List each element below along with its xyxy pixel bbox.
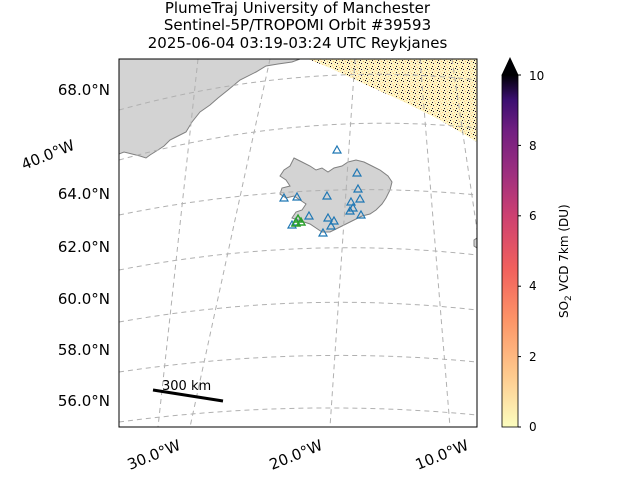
- lat-label-56: 56.0°N: [58, 392, 110, 410]
- colorbar-tick-label: 2: [529, 350, 537, 364]
- colorbar-tick-label: 10: [529, 69, 544, 83]
- volcano-marker: [322, 212, 334, 222]
- title-line-2: Sentinel-5P/TROPOMI Orbit #39593: [163, 16, 432, 34]
- europe-landmass: [473, 237, 477, 249]
- scale-bar-label: 300 km: [162, 379, 211, 394]
- volcano-marker: [321, 190, 333, 200]
- volcano-marker: [325, 220, 337, 230]
- lat-label-58: 58.0°N: [58, 341, 110, 359]
- lat-label-62: 62.0°N: [58, 238, 110, 256]
- lat-label-68: 68.0°N: [58, 81, 110, 99]
- volcano-markers: [278, 144, 367, 237]
- volcano-marker: [354, 193, 366, 203]
- colorbar-tick-label: 8: [529, 139, 537, 153]
- active-volcano-marker: [295, 216, 307, 226]
- volcano-marker: [351, 167, 363, 177]
- volcano-marker: [345, 196, 357, 206]
- colorbar-tick-label: 4: [529, 279, 537, 293]
- lat-label-60: 60.0°N: [58, 290, 110, 308]
- volcano-marker: [355, 209, 367, 219]
- lon-label-40w: 40.0°W: [19, 136, 78, 174]
- volcano-marker: [328, 215, 340, 225]
- lon-label-20w: 20.0°W: [267, 436, 326, 474]
- volcano-marker: [347, 202, 359, 212]
- volcano-marker: [344, 205, 356, 215]
- colorbar-tick-label: 0: [529, 420, 537, 434]
- volcano-marker: [352, 183, 364, 193]
- volcano-marker: [278, 192, 290, 202]
- lon-label-10w: 10.0°W: [413, 436, 472, 474]
- volcano-marker: [317, 227, 329, 237]
- graticule: [119, 59, 477, 427]
- so2-swath: [308, 59, 477, 142]
- volcano-marker: [303, 210, 315, 220]
- lon-label-30w: 30.0°W: [125, 436, 184, 474]
- lat-label-64: 64.0°N: [58, 185, 110, 203]
- scale-bar: [152, 388, 224, 403]
- active-volcano-marker: [290, 217, 302, 227]
- title-line-3: 2025-06-04 03:19-03:24 UTC Reykjanes: [147, 34, 448, 52]
- colorbar-extend-arrow: [501, 57, 519, 76]
- volcano-marker: [291, 191, 303, 201]
- active-volcano-markers: [290, 213, 307, 227]
- map-frame: [118, 58, 478, 428]
- colorbar-label: SO2 VCD 7km (DU): [557, 204, 574, 318]
- map-area: 300 km: [119, 59, 477, 427]
- volcano-marker: [331, 144, 343, 154]
- greenland-landmass: [119, 59, 301, 159]
- colorbar: 0 2 4 6 8 10 SO2 VCD 7km (DU): [501, 57, 574, 434]
- colorbar-gradient: [501, 74, 519, 428]
- colorbar-tick-label: 6: [529, 209, 537, 223]
- title-line-1: PlumeTraj University of Manchester: [164, 0, 431, 17]
